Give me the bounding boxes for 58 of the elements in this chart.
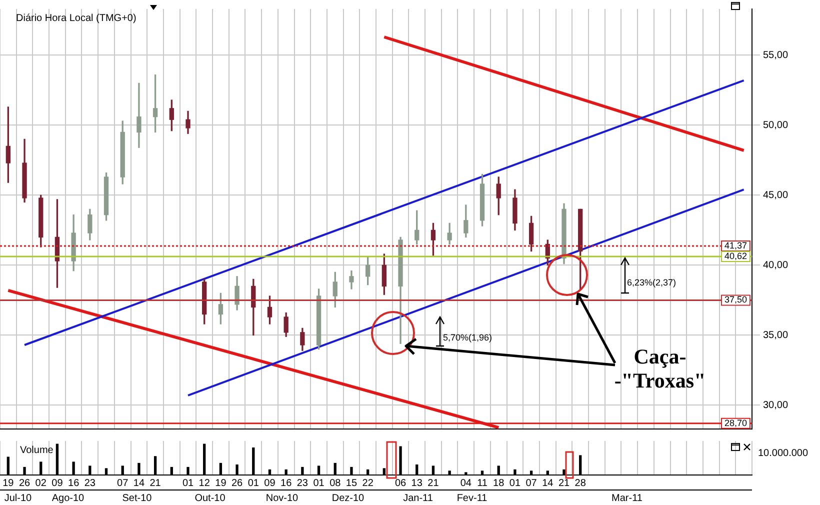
x-tick-label: 09: [264, 478, 276, 489]
x-tick-label: 02: [35, 478, 47, 489]
text: 10.000.000: [758, 448, 808, 459]
x-tick-label: 16: [280, 478, 292, 489]
y-tick-label: 30,00: [763, 400, 788, 411]
chart-title: Diário Hora Local (TMG+0): [16, 12, 136, 24]
x-tick-label: 09: [52, 478, 64, 489]
annotation: 6,23%(2,37): [627, 277, 676, 288]
text: Set-10: [122, 492, 152, 504]
x-tick-label: 01: [182, 478, 194, 489]
y-tick-label: 45,00: [763, 190, 788, 201]
chart-title: Volume: [20, 444, 54, 456]
ref-line-label: 40,62: [724, 251, 748, 262]
x-tick-label: 23: [296, 478, 308, 489]
x-tick-label: 15: [346, 478, 358, 489]
ref-line-label: 41,37: [724, 240, 748, 251]
x-tick-label: 26: [231, 478, 244, 489]
text: Fev-11: [456, 492, 488, 504]
annotation: 5,70%(1,96): [443, 332, 492, 342]
x-tick-label: 26: [18, 478, 31, 489]
x-tick-label: 18: [493, 478, 505, 489]
text: Out-10: [194, 492, 226, 504]
y-tick-label: 40,00: [763, 260, 788, 271]
x-tick-label: 21: [150, 478, 162, 489]
x-tick-label: 12: [198, 478, 210, 489]
x-tick-label: 19: [2, 478, 14, 489]
x-tick-label: 28: [574, 478, 586, 489]
x-tick-label: 13: [411, 478, 423, 489]
y-tick-label: 55,00: [763, 50, 788, 61]
x-tick-label: 22: [362, 478, 374, 489]
candlestick: [136, 82, 142, 148]
text: Jan-11: [403, 492, 434, 504]
x-tick-label: 14: [542, 478, 554, 489]
x-tick-label: 06: [394, 478, 407, 489]
text: Nov-10: [266, 492, 299, 504]
text: Ago-10: [52, 492, 85, 504]
ref-line-label: 37,50: [724, 294, 748, 305]
x-tick-label: 01: [509, 478, 521, 489]
y-tick-label: 50,00: [763, 120, 788, 131]
x-tick-label: 23: [84, 478, 96, 489]
text: Mar-11: [612, 492, 643, 504]
y-tick-label: 35,00: [763, 330, 788, 341]
x-tick-label: 11: [477, 478, 488, 489]
x-tick-label: 07: [117, 478, 129, 489]
x-tick-label: 07: [526, 478, 538, 489]
ref-line-label: 28,70: [724, 418, 748, 428]
x-tick-label: 21: [558, 478, 570, 489]
annotation: Caça- -"Troxas": [614, 344, 706, 393]
x-tick-label: 04: [460, 478, 472, 489]
x-tick-label: 19: [215, 478, 227, 489]
text: Dez-10: [332, 492, 365, 504]
x-tick-label: 01: [248, 478, 260, 489]
x-tick-label: 01: [313, 478, 325, 489]
x-tick-label: 21: [428, 478, 440, 489]
x-tick-label: 14: [133, 478, 145, 489]
text: Jul-10: [4, 492, 32, 504]
x-tick-label: 08: [330, 478, 342, 489]
x-tick-label: 16: [68, 478, 80, 489]
